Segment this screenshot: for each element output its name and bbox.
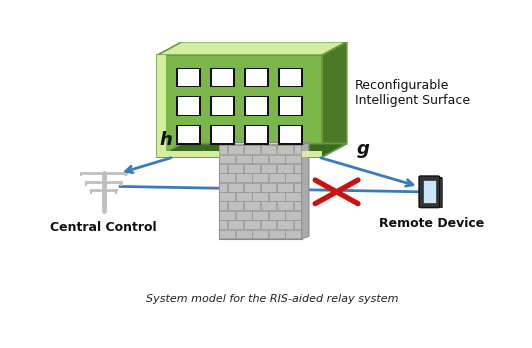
Bar: [177, 68, 201, 87]
Bar: [269, 173, 285, 182]
Bar: [269, 192, 285, 201]
Bar: [269, 230, 285, 238]
Bar: [220, 145, 227, 154]
Bar: [253, 155, 268, 164]
Text: Central Control: Central Control: [51, 221, 157, 234]
Bar: [220, 220, 227, 229]
Bar: [261, 145, 276, 154]
Bar: [277, 183, 293, 191]
Bar: [280, 97, 301, 114]
Bar: [220, 201, 227, 210]
Bar: [244, 201, 260, 210]
Bar: [228, 220, 243, 229]
Bar: [277, 220, 293, 229]
Bar: [269, 155, 285, 164]
Bar: [228, 183, 243, 191]
Bar: [220, 183, 227, 191]
Bar: [286, 173, 301, 182]
Bar: [244, 183, 260, 191]
Bar: [253, 192, 268, 201]
Bar: [423, 180, 436, 203]
Bar: [219, 145, 302, 239]
Bar: [261, 183, 276, 191]
Bar: [277, 201, 293, 210]
Bar: [244, 68, 269, 87]
Bar: [210, 96, 235, 116]
Bar: [220, 173, 235, 182]
Bar: [253, 230, 268, 238]
Bar: [286, 192, 301, 201]
Bar: [157, 151, 322, 157]
Bar: [278, 68, 303, 87]
Bar: [220, 155, 235, 164]
Polygon shape: [438, 177, 442, 208]
Bar: [278, 96, 303, 116]
Bar: [261, 201, 276, 210]
Bar: [210, 125, 235, 144]
Text: g: g: [357, 140, 370, 158]
Bar: [280, 126, 301, 143]
Bar: [212, 126, 233, 143]
Bar: [177, 125, 201, 144]
Text: System model for the RIS-aided relay system: System model for the RIS-aided relay sys…: [146, 294, 399, 304]
Bar: [236, 155, 252, 164]
Bar: [244, 220, 260, 229]
Bar: [236, 230, 252, 238]
Bar: [286, 211, 301, 220]
Bar: [220, 192, 235, 201]
Bar: [177, 96, 201, 116]
Bar: [294, 220, 301, 229]
Text: Reconfigurable
Intelligent Surface: Reconfigurable Intelligent Surface: [355, 79, 470, 107]
Polygon shape: [302, 143, 309, 239]
Bar: [220, 164, 227, 173]
Bar: [246, 126, 267, 143]
Text: Remote Device: Remote Device: [379, 217, 484, 230]
Bar: [261, 164, 276, 173]
Bar: [212, 69, 233, 86]
Bar: [236, 173, 252, 182]
Bar: [261, 220, 276, 229]
Bar: [228, 164, 243, 173]
Bar: [244, 96, 269, 116]
Bar: [253, 173, 268, 182]
Bar: [286, 155, 301, 164]
Polygon shape: [157, 42, 347, 55]
Bar: [220, 211, 235, 220]
Bar: [157, 55, 167, 157]
Bar: [294, 183, 301, 191]
Bar: [220, 230, 235, 238]
Bar: [269, 211, 285, 220]
Polygon shape: [219, 143, 309, 145]
Bar: [294, 145, 301, 154]
Bar: [236, 192, 252, 201]
Bar: [178, 69, 199, 86]
Bar: [280, 69, 301, 86]
Bar: [294, 164, 301, 173]
Bar: [277, 164, 293, 173]
Polygon shape: [421, 177, 442, 178]
Bar: [228, 201, 243, 210]
Bar: [210, 68, 235, 87]
FancyBboxPatch shape: [419, 176, 439, 208]
Bar: [178, 97, 199, 114]
Polygon shape: [157, 55, 322, 157]
Bar: [278, 125, 303, 144]
Bar: [244, 145, 260, 154]
Bar: [228, 145, 243, 154]
Bar: [212, 97, 233, 114]
Polygon shape: [322, 42, 347, 157]
Bar: [253, 211, 268, 220]
Bar: [246, 97, 267, 114]
Polygon shape: [157, 144, 347, 157]
Bar: [178, 126, 199, 143]
Bar: [236, 211, 252, 220]
Bar: [244, 164, 260, 173]
Bar: [294, 201, 301, 210]
Bar: [246, 69, 267, 86]
Bar: [244, 125, 269, 144]
Bar: [286, 230, 301, 238]
Bar: [277, 145, 293, 154]
Text: h: h: [159, 130, 172, 149]
